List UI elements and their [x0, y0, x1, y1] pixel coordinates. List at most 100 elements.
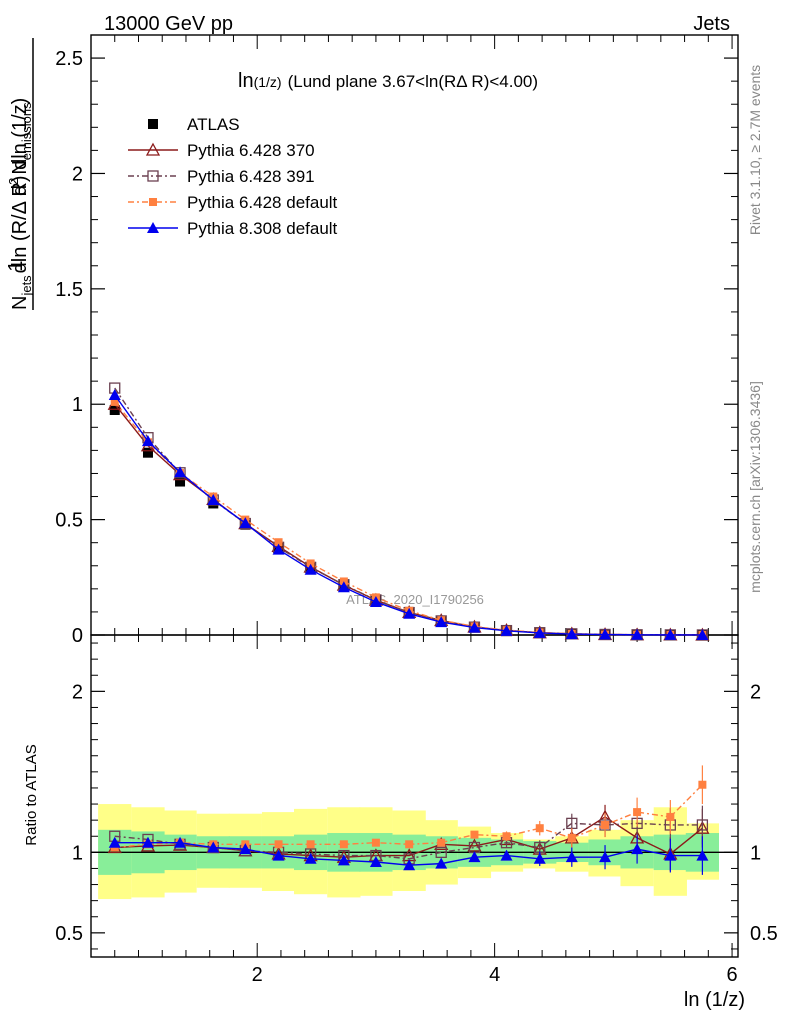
analysis-watermark: ATLAS_2020_I1790256 — [346, 592, 484, 607]
ratio-point-py8def — [403, 859, 416, 871]
ratio-axes: 0.5 0.5 1 1 2 2 2 4 6 — [55, 634, 778, 986]
point-py6def — [110, 397, 119, 406]
ratio-point-py6def — [470, 830, 479, 839]
ratio-point-py6def — [601, 820, 610, 829]
ylabel-den-sub: jets — [19, 275, 34, 297]
ratio-point-py8def — [207, 841, 220, 853]
ratio-point-py6def — [371, 838, 380, 847]
legend-label-py370: Pythia 6.428 370 — [187, 141, 315, 160]
ratio-point-py8def — [272, 849, 285, 861]
point-py8def — [664, 628, 677, 640]
ratio-point-py391 — [696, 819, 709, 831]
y-tick-label: 2 — [72, 163, 83, 185]
point-py8def — [500, 624, 513, 636]
ratio-point-py8def — [108, 836, 121, 848]
ratio-point-py8def — [304, 852, 317, 864]
ylabel-den-rest: dln (R/Δ R) dln (1/z) — [9, 98, 31, 274]
ratio-point-py391 — [435, 846, 447, 858]
ratio-point-py8def — [500, 849, 513, 861]
ylabel-den-n: N — [9, 296, 31, 310]
header-energy-label: 13000 GeV pp — [104, 13, 233, 35]
ratio-point-py6def — [535, 824, 544, 833]
ylabel-num-sub: emissions — [19, 102, 34, 160]
point-py8def — [696, 628, 709, 640]
y-tick-label: 1 — [72, 394, 83, 416]
y-tick-label: 0.5 — [55, 510, 83, 532]
legend-label-py6def: Pythia 6.428 default — [187, 193, 338, 212]
ratio-point-py8def — [599, 851, 612, 863]
ratio-point-py8def — [696, 849, 709, 861]
point-data — [109, 405, 120, 415]
legend-marker-py391 — [147, 170, 159, 182]
ratio-point-py8def — [664, 849, 677, 861]
ratio-point-py6def — [666, 812, 675, 821]
ratio-point-py8def — [239, 843, 252, 855]
header-jets-label: Jets — [693, 13, 730, 35]
y-tick-label-right: 0.5 — [750, 923, 778, 945]
legend-marker-py6def — [149, 198, 157, 206]
x-tick-label: 6 — [727, 964, 738, 986]
y-tick-label: 1 — [72, 842, 83, 864]
ylabel-num-n: N — [9, 160, 31, 174]
rivet-version-label: Rivet 3.1.10, ≥ 2.7M events — [747, 65, 763, 235]
x-axis-label: ln (1/z) — [684, 989, 745, 1011]
point-py8def — [304, 563, 317, 575]
legend-marker-py370 — [145, 142, 161, 156]
point-py8def — [631, 628, 644, 640]
point-py8def — [141, 435, 154, 447]
point-py6def — [306, 559, 315, 568]
main-series — [107, 382, 710, 641]
legend-label-data: ATLAS — [187, 115, 240, 134]
title-prefix: ln — [238, 70, 254, 92]
point-py8def — [565, 628, 578, 640]
ratio-point-py8def — [337, 854, 350, 866]
ratio-point-py8def — [533, 852, 546, 864]
plot-title: ln(1/z) (Lund plane 3.67<ln(RΔ R)<4.00) — [238, 70, 538, 92]
ratio-point-py6def — [502, 832, 511, 841]
ylabel-num-d: d — [9, 185, 31, 196]
ylabel-numerator: d2 Nemissions — [6, 102, 34, 196]
ratio-point-py6def — [567, 833, 576, 842]
ratio-point-py6def — [405, 840, 414, 849]
point-py8def — [533, 626, 546, 638]
y-tick-label: 0.5 — [55, 923, 83, 945]
x-tick-label: 4 — [489, 964, 500, 986]
ratio-point-py370 — [467, 838, 482, 852]
point-py8def — [599, 628, 612, 640]
y-tick-label: 2.5 — [55, 48, 83, 70]
legend-marker-py8def — [147, 222, 159, 233]
ratio-point-py6def — [274, 840, 283, 849]
point-py6def — [274, 538, 283, 547]
point-py8def — [108, 389, 121, 400]
point-data — [142, 447, 153, 458]
title-rest: (Lund plane 3.67<ln(RΔ R)<4.00) — [288, 72, 538, 91]
legend-marker-data — [148, 119, 158, 129]
point-py8def — [174, 466, 187, 478]
point-py8def — [369, 596, 382, 607]
x-tick-label: 2 — [252, 964, 263, 986]
ylabel-one: 1 — [5, 260, 27, 271]
y-tick-label-right: 1 — [750, 842, 761, 864]
ylabel-num-sup: 2 — [6, 178, 21, 185]
point-py8def — [207, 494, 220, 505]
axes-frame — [90, 634, 739, 958]
ratio-point-py8def — [435, 857, 448, 869]
point-py8def — [337, 581, 350, 593]
point-data — [175, 476, 186, 487]
legend: ATLAS Pythia 6.428 370 Pythia 6.428 391 Pyt… — [128, 115, 338, 238]
point-py8def — [468, 621, 481, 633]
ratio-point-py6def — [306, 840, 315, 849]
ylabel-denominator: Njetsdln (R/Δ R) dln (1/z) — [9, 98, 34, 310]
y-tick-label: 1.5 — [55, 279, 83, 301]
legend-label-py391: Pythia 6.428 391 — [187, 167, 315, 186]
ratio-series — [107, 765, 710, 875]
ratio-point-py8def — [369, 856, 382, 868]
main-ylabel: 1 Njetsdln (R/Δ R) dln (1/z) d2 Nemission… — [5, 38, 34, 310]
ratio-point-py8def — [141, 836, 154, 848]
y-tick-label: 0 — [72, 625, 83, 647]
point-py8def — [272, 543, 285, 555]
ratio-point-py8def — [631, 843, 644, 855]
ratio-point-py6def — [633, 808, 642, 817]
mcplots-label: mcplots.cern.ch [arXiv:1306.3436] — [747, 381, 763, 593]
